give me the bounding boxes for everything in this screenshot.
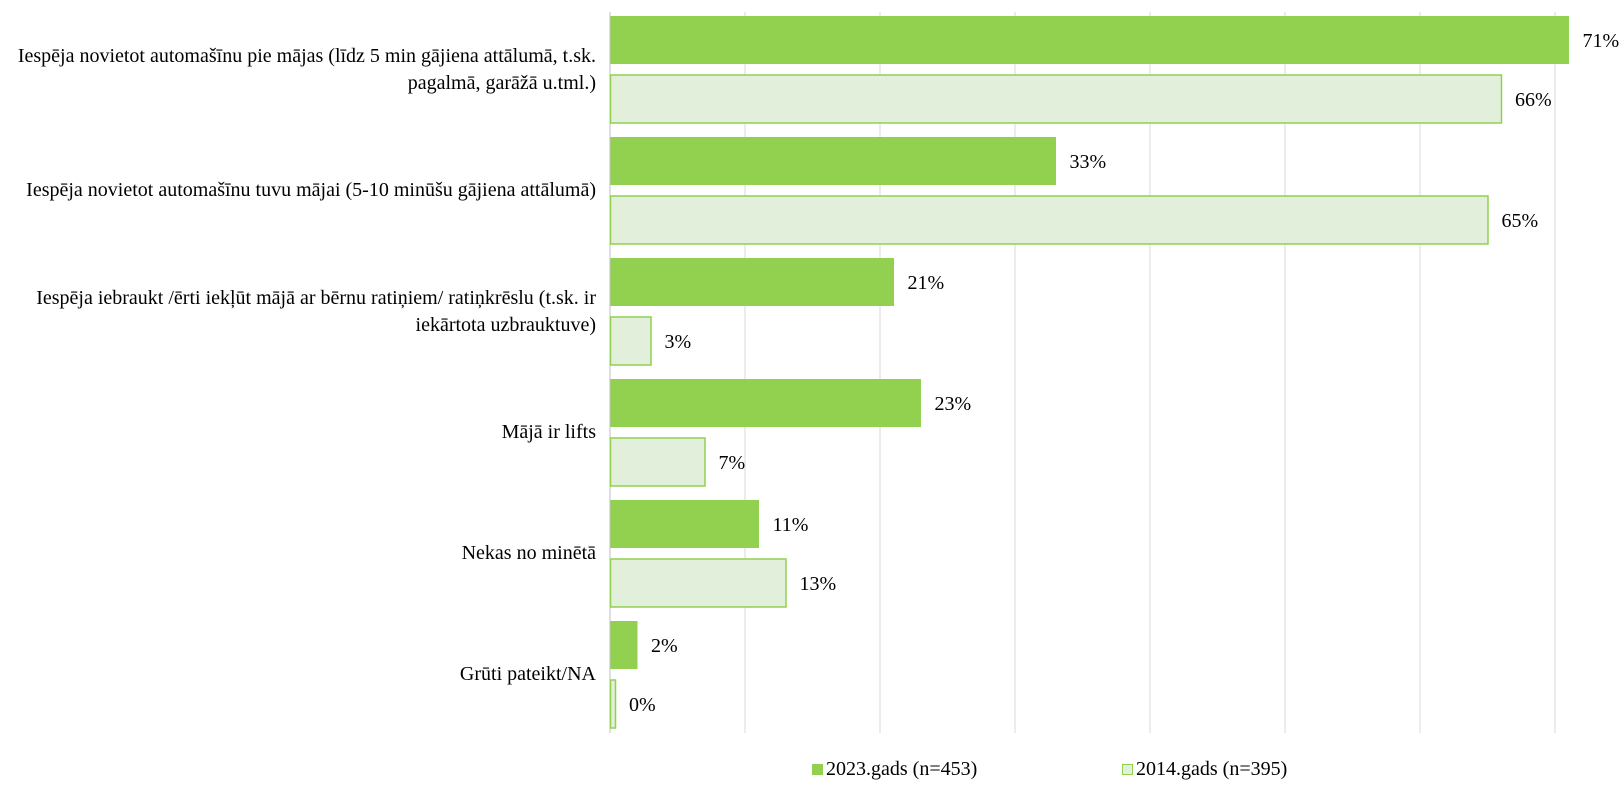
data-label: 2% (651, 635, 678, 657)
category-label: Iespēja iebraukt /ērti iekļūt mājā ar bē… (36, 286, 596, 336)
legend-swatch-2014 (1122, 764, 1133, 775)
bar-2014 (609, 195, 1489, 245)
category-label: Nekas no minētā (461, 542, 596, 564)
bar-2023 (610, 137, 1056, 185)
data-label: 3% (665, 331, 692, 353)
gridlines (609, 12, 1556, 733)
legend-swatch-2023 (812, 764, 823, 775)
legend-label-2023: 2023.gads (n=453) (826, 758, 978, 780)
bar-2014 (609, 74, 1503, 124)
bar-2023 (610, 379, 921, 427)
bar-2023 (610, 500, 759, 548)
legend-item-2014: 2014.gads (n=395) (1122, 758, 1287, 781)
data-label: 0% (629, 694, 656, 716)
legend-label-2014: 2014.gads (n=395) (1136, 758, 1288, 780)
bar-2014 (609, 437, 706, 487)
data-labels: 71% 66% 33% 65% 21% 3% 23% 7% 11% 13% 2% 0% (629, 30, 1619, 716)
category-label: Mājā ir lifts (501, 421, 596, 443)
bar-2014 (609, 316, 652, 366)
bar-2023 (610, 258, 894, 306)
data-label: 11% (773, 514, 809, 536)
data-label: 13% (800, 573, 837, 595)
category-label: Grūti pateikt/NA (459, 663, 596, 685)
data-label: 65% (1502, 210, 1539, 232)
data-label: 23% (935, 393, 972, 415)
data-label: 21% (908, 272, 945, 294)
bars (609, 16, 1569, 729)
bar-2023 (610, 621, 638, 669)
legend-item-2023: 2023.gads (n=453) (812, 758, 977, 781)
data-label: 66% (1515, 89, 1552, 111)
bar-2014 (609, 558, 787, 608)
bar-2014 (609, 679, 617, 729)
bar-2023 (610, 16, 1569, 64)
category-label: Iespēja novietot automašīnu pie mājas (l… (17, 44, 596, 94)
data-label: 33% (1070, 151, 1107, 173)
category-label: Iespēja novietot automašīnu tuvu mājai (… (26, 179, 596, 201)
data-label: 71% (1583, 30, 1620, 52)
data-label: 7% (719, 452, 746, 474)
